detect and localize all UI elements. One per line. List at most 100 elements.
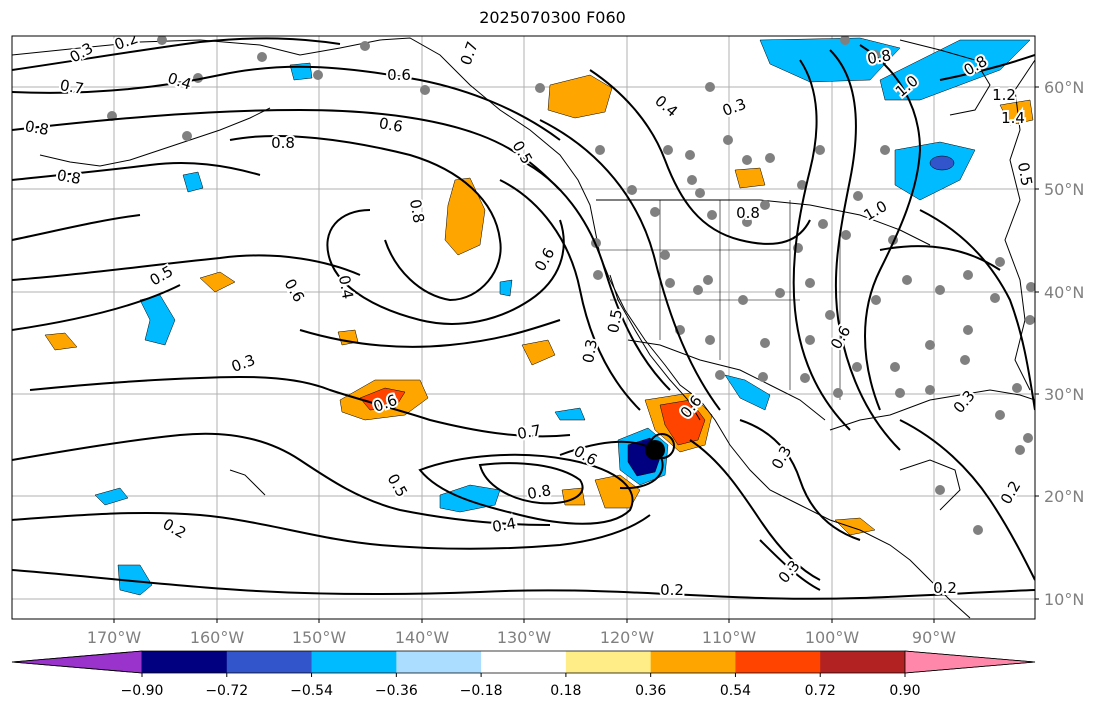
colorbar-labels: −0.90 −0.72 −0.54 −0.36 −0.18 0.18 0.36 0.54 0.7… <box>121 673 921 699</box>
colorbar-tick-label: 0.36 <box>635 683 666 699</box>
contour-mid-pac <box>29 375 571 438</box>
colorbar-tick-label: −0.90 <box>121 683 164 699</box>
colorbar-tick-label: −0.72 <box>205 683 248 699</box>
colorbar-segment <box>311 651 397 673</box>
contour-east-1 <box>792 59 851 431</box>
contour-east-2 <box>829 49 901 451</box>
contour-storm-1 <box>418 453 634 525</box>
contour-trough <box>326 209 565 325</box>
shade-blue-pac7 <box>289 62 313 81</box>
colorbar-tick-label: 0.90 <box>889 683 920 699</box>
contour-alaska-1 <box>12 37 341 71</box>
contour-trop-2 <box>12 511 651 550</box>
contour-label: 0.8 <box>271 134 295 152</box>
contour-label-halo: 0.5 <box>1014 161 1036 188</box>
lat-label: 60°N <box>1044 78 1084 97</box>
contour-label-halo: 0.8 <box>736 204 760 222</box>
lat-label: 30°N <box>1044 385 1084 404</box>
shade-darkblue-canada <box>929 155 955 171</box>
shade-blue-pac3 <box>94 487 129 506</box>
contour-alaska-2 <box>12 65 561 141</box>
colorbar-tick-label: −0.54 <box>290 683 333 699</box>
border-us-mexico <box>627 339 826 421</box>
contour-label: 1.4 <box>1001 109 1025 127</box>
contour-trop-3 <box>12 569 1035 600</box>
contour-label-halo: 1.4 <box>1001 109 1025 127</box>
contour-alaska-3 <box>12 108 561 191</box>
contour-north-pac <box>12 162 261 181</box>
longitude-labels: 170°W 160°W 150°W 140°W 130°W 120°W 110°… <box>87 628 956 647</box>
shade-blue-ne2 <box>879 39 1031 101</box>
shade-orange-ne <box>999 99 1034 126</box>
contour-low-main-3 <box>12 284 181 331</box>
lat-label: 20°N <box>1044 487 1084 506</box>
hurricane-symbol <box>645 433 675 460</box>
lon-label: 90°W <box>912 628 956 647</box>
contour-label-halo: 1.2 <box>992 86 1016 104</box>
station-dots <box>107 36 1035 535</box>
colorbar-segment <box>481 651 567 673</box>
colorbar-tick-label: 0.72 <box>805 683 836 699</box>
contour-storm-2 <box>478 462 584 505</box>
contour-label: 0.6 <box>378 114 405 136</box>
colorbar-segment <box>565 651 652 673</box>
contour-label-halo: 0.8 <box>271 134 295 152</box>
axis-ticks <box>113 86 1039 623</box>
colorbar <box>11 650 1036 674</box>
contour-lines <box>12 37 1035 600</box>
contour-label: 0.4 <box>491 514 518 536</box>
contour-label-halo: 0.2 <box>660 581 684 599</box>
map-title: 2025070300 F060 <box>479 8 626 27</box>
shade-orange-east <box>734 167 766 189</box>
contour-label: 0.8 <box>56 166 83 188</box>
contour-label: 0.8 <box>526 481 553 503</box>
shade-blue-pac2 <box>117 564 153 596</box>
lat-label: 50°N <box>1044 180 1084 199</box>
contour-label: 0.2 <box>660 581 684 599</box>
contour-label: 0.5 <box>604 308 626 335</box>
contour-east-5 <box>919 209 1035 411</box>
shade-blue-pac5 <box>554 407 586 421</box>
contour-east-6 <box>879 245 1001 271</box>
colorbar-tick-label: 0.18 <box>550 683 581 699</box>
colorbar-tick-label: −0.36 <box>375 683 418 699</box>
lat-label: 40°N <box>1044 283 1084 302</box>
colorbar-tick-label: 0.54 <box>720 683 751 699</box>
lon-label: 140°W <box>395 628 450 647</box>
contour-label: 0.3 <box>579 338 601 365</box>
colorbar-tick-label: −0.18 <box>460 683 503 699</box>
contour-label: 0.8 <box>406 198 428 225</box>
contour-aleutian-2 <box>12 214 141 241</box>
contour-east-3 <box>859 44 922 411</box>
contour-label: 1.2 <box>992 86 1016 104</box>
lon-label: 120°W <box>600 628 655 647</box>
shaded-areas <box>44 37 1034 596</box>
contour-trop-1 <box>12 432 551 526</box>
shade-orange-bc <box>547 74 613 119</box>
coast-aleutians <box>39 107 271 167</box>
coast-hudson <box>899 39 991 116</box>
latitude-labels: 60°N 50°N 40°N 30°N 20°N 10°N <box>1044 78 1084 609</box>
contour-ridge <box>229 134 502 302</box>
colorbar-segment <box>820 651 906 673</box>
lon-label: 110°W <box>702 628 757 647</box>
contour-west-coast-1 <box>499 179 641 411</box>
contour-gulf-1 <box>759 539 821 591</box>
border-us-canada <box>596 199 931 246</box>
contour-label-halo: 0.4 <box>335 274 357 301</box>
coast-east <box>1004 59 1035 391</box>
contour-label: 0.5 <box>1014 161 1036 188</box>
contour-label: 0.8 <box>24 117 51 139</box>
contour-low-main-2 <box>12 254 361 281</box>
lat-label: 10°N <box>1044 590 1084 609</box>
contour-mexico-2 <box>739 419 861 541</box>
contour-label: 0.6 <box>387 66 411 84</box>
colorbar-segment <box>735 651 821 673</box>
lon-label: 160°W <box>190 628 245 647</box>
shade-orange-pac2 <box>199 271 236 293</box>
contour-label: 0.8 <box>736 204 760 222</box>
lon-label: 130°W <box>497 628 552 647</box>
shade-orange-socal <box>521 339 556 366</box>
shade-red-hawaii <box>359 387 406 411</box>
shade-orange-pac1 <box>44 332 78 351</box>
